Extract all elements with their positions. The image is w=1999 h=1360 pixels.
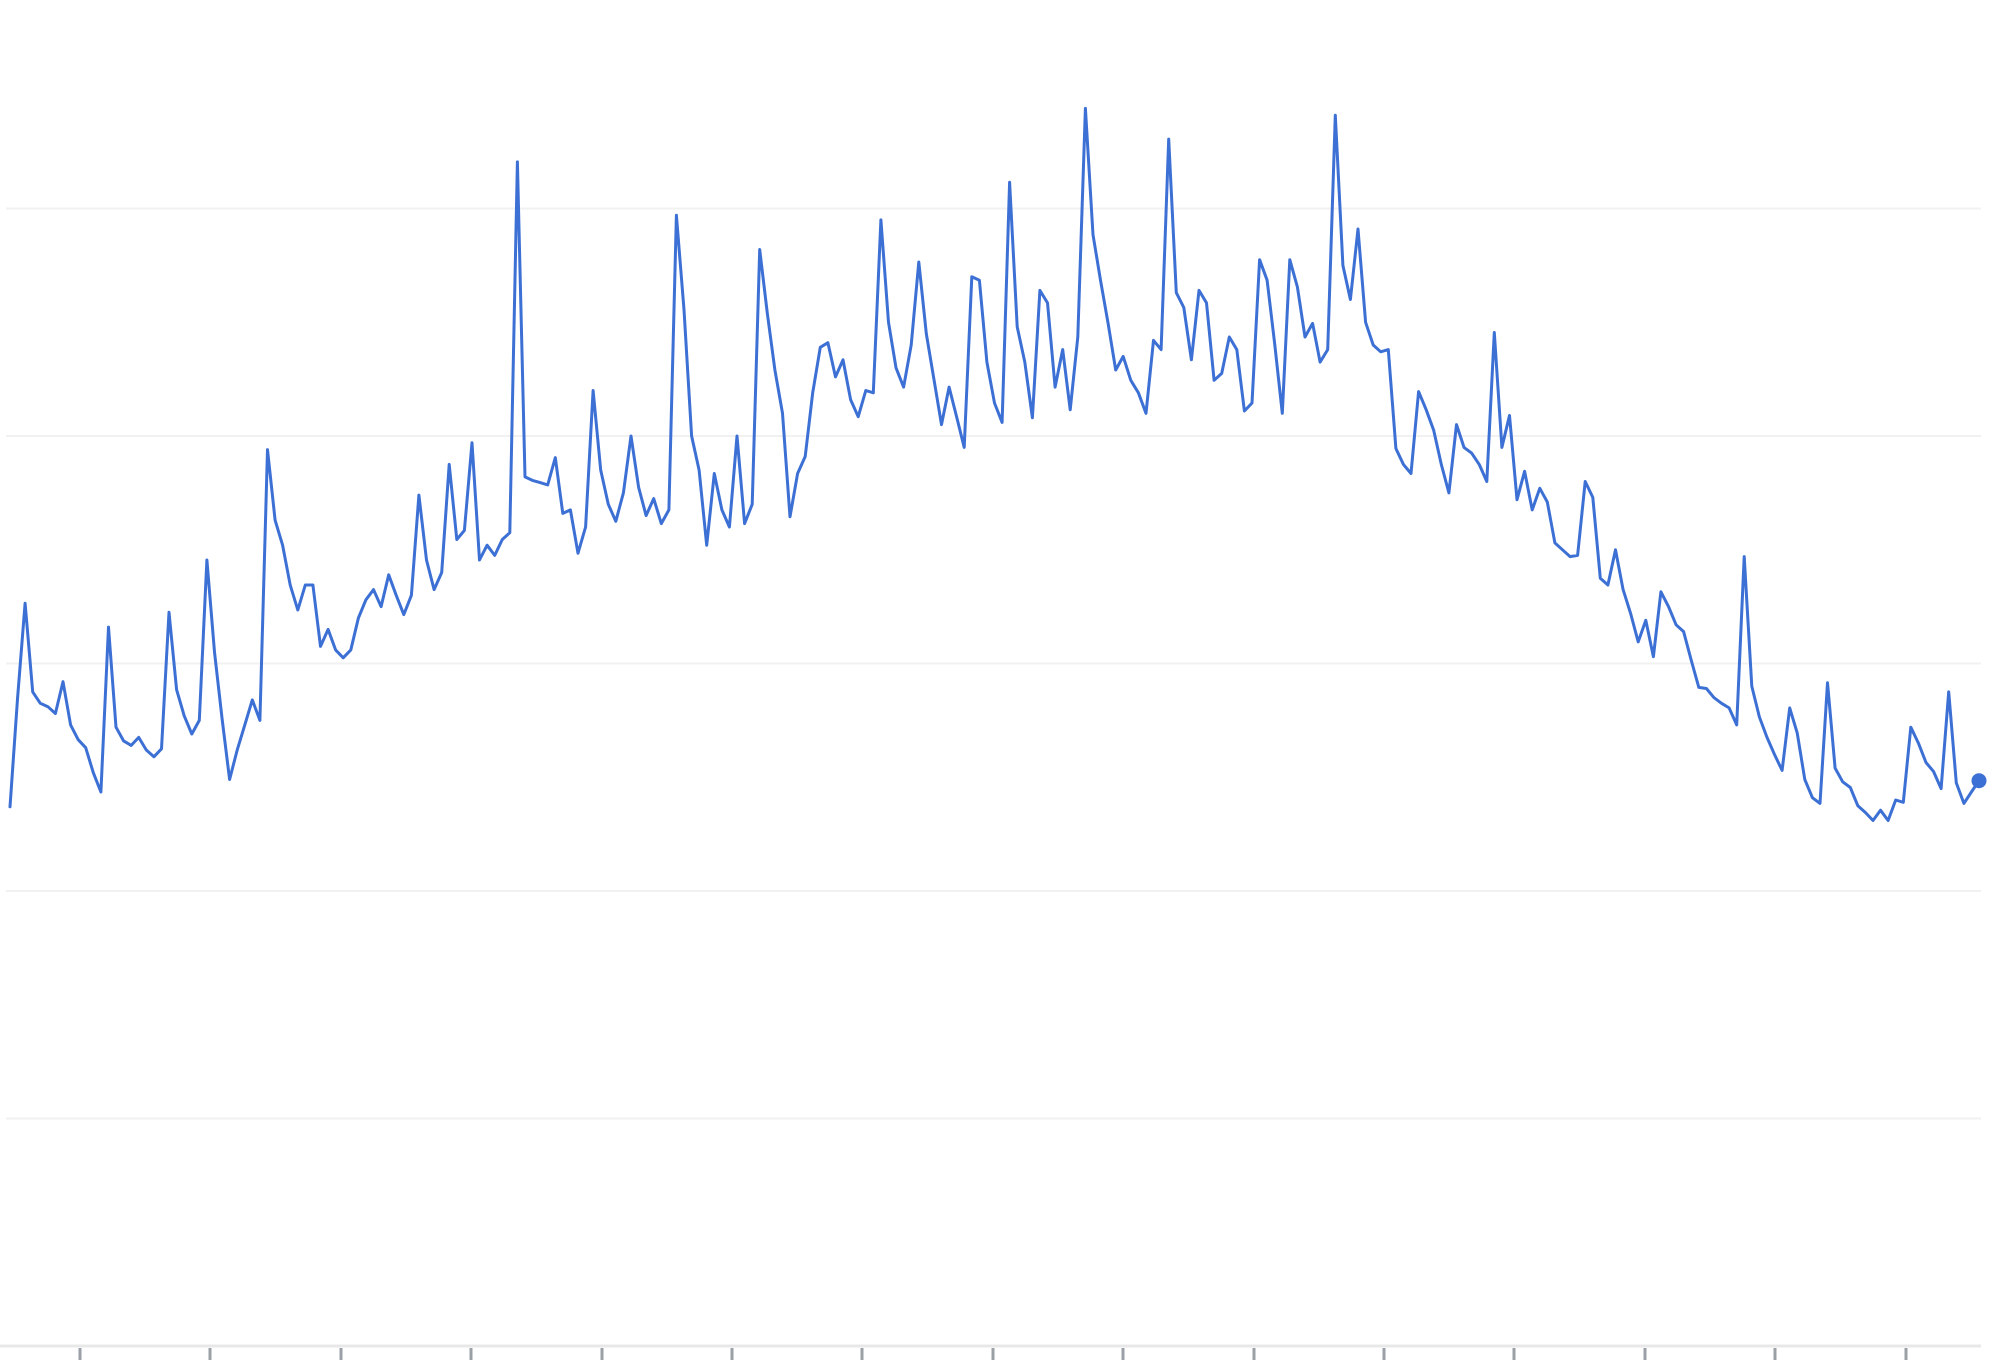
series-line bbox=[8, 106, 1981, 822]
series-endpoint-dot bbox=[1971, 773, 1987, 789]
